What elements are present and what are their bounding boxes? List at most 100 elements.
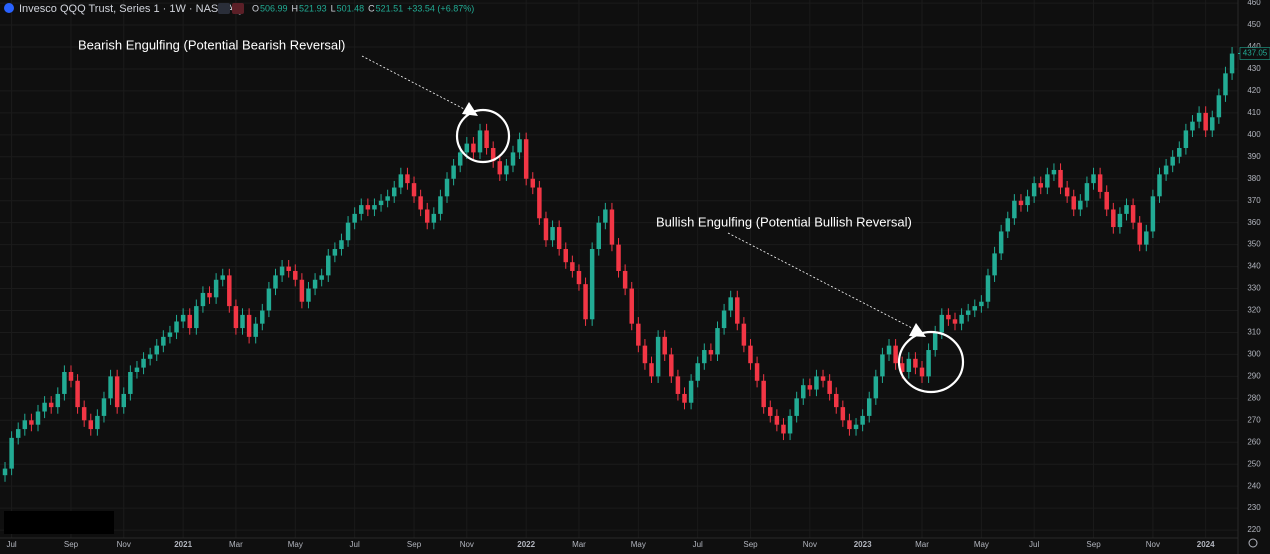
- candle-body: [1058, 169, 1063, 188]
- candle-body: [339, 240, 344, 250]
- y-tick-label: 450: [1247, 20, 1261, 29]
- candle-body: [932, 332, 938, 351]
- candle-body: [728, 297, 733, 311]
- candle-body: [253, 323, 258, 337]
- ohlc-value: 521.51: [376, 3, 404, 13]
- candle-body: [1216, 95, 1222, 118]
- candle-body: [1071, 196, 1076, 210]
- candle-body: [583, 284, 588, 320]
- candle-body: [622, 270, 628, 289]
- candle-body: [893, 345, 898, 364]
- y-tick-label: 440: [1247, 42, 1261, 51]
- watermark-box: [4, 511, 114, 534]
- candle-body: [504, 165, 509, 175]
- candle-body: [29, 420, 34, 425]
- candle-body: [213, 279, 219, 298]
- candle-body: [794, 398, 799, 416]
- y-tick-label: 280: [1247, 393, 1261, 402]
- flag-button[interactable]: [232, 3, 244, 14]
- y-tick-label: 250: [1247, 459, 1261, 468]
- y-tick-label: 290: [1247, 371, 1261, 380]
- candle-body: [913, 358, 918, 368]
- candle-body: [807, 385, 813, 390]
- ohlc-key: O: [252, 3, 259, 13]
- y-tick-label: 400: [1247, 130, 1261, 139]
- candle-body: [550, 227, 555, 241]
- y-tick-label: 310: [1247, 328, 1261, 337]
- candle-body: [391, 187, 397, 197]
- candle-body: [431, 213, 437, 223]
- candle-body: [378, 200, 384, 206]
- candle-body: [312, 279, 318, 289]
- y-tick-label: 460: [1247, 0, 1261, 7]
- candle-body: [873, 376, 879, 399]
- highlight-circle: [455, 108, 511, 164]
- candle-body: [101, 398, 107, 416]
- candle-body: [464, 143, 470, 153]
- candle-body: [444, 178, 450, 197]
- candle-body: [9, 437, 14, 469]
- candle-body: [1203, 112, 1208, 131]
- candle-body: [629, 288, 634, 324]
- y-tick-label: 350: [1247, 240, 1261, 249]
- candle-body: [187, 314, 192, 329]
- candle-body: [721, 310, 727, 329]
- settings-button[interactable]: [1248, 538, 1258, 548]
- candle-body: [1091, 174, 1096, 184]
- last-price-label: 437.05: [1243, 49, 1268, 58]
- candle-body: [246, 314, 252, 337]
- candle-body: [1223, 73, 1228, 96]
- candle-body: [457, 152, 463, 166]
- candle-body: [840, 407, 846, 421]
- candle-body: [543, 218, 549, 241]
- candle-body: [266, 288, 272, 311]
- candle-body: [787, 415, 793, 434]
- ohlc-key: H: [292, 3, 299, 13]
- candle-body: [781, 424, 786, 434]
- ohlc-key: L: [331, 3, 336, 13]
- candle-body: [1031, 183, 1037, 197]
- y-tick-label: 360: [1247, 218, 1261, 227]
- annotation-arrow: [727, 232, 913, 329]
- candle-body: [998, 231, 1004, 254]
- candle-body: [385, 196, 390, 201]
- candle-body: [847, 420, 852, 430]
- candle-body: [477, 130, 483, 153]
- candle-body: [576, 270, 582, 285]
- candle-body: [167, 332, 173, 337]
- x-tick-label: Jul: [350, 540, 360, 549]
- candle-body: [95, 415, 100, 430]
- last-price-tag: [1239, 47, 1270, 60]
- x-tick-label: 2023: [854, 540, 872, 549]
- candle-body: [589, 249, 595, 320]
- candle-body: [1005, 218, 1011, 232]
- candle-body: [207, 292, 212, 298]
- candle-body: [926, 350, 931, 377]
- x-tick-label: 2021: [174, 540, 192, 549]
- eye-button[interactable]: [218, 3, 230, 14]
- x-tick-label: Nov: [460, 540, 474, 549]
- y-tick-label: 220: [1247, 525, 1261, 534]
- x-tick-label: May: [631, 540, 646, 549]
- candle-body: [2, 468, 8, 476]
- candle-body: [1117, 213, 1123, 228]
- candle-body: [1150, 196, 1156, 232]
- candle-body: [15, 429, 21, 438]
- candle-body: [642, 345, 648, 364]
- candle-body: [233, 306, 239, 329]
- candle-body: [141, 358, 146, 368]
- y-tick-label: 420: [1247, 86, 1261, 95]
- x-tick-label: Sep: [64, 540, 79, 549]
- candle-body: [1038, 183, 1043, 188]
- y-tick-label: 330: [1247, 284, 1261, 293]
- candle-body: [688, 380, 694, 403]
- candle-body: [134, 367, 140, 372]
- candle-body: [866, 398, 872, 416]
- candle-body: [860, 415, 865, 425]
- candle-body: [1025, 196, 1030, 206]
- candle-body: [965, 310, 971, 315]
- candle-body: [1137, 222, 1142, 245]
- x-tick-label: Jul: [1029, 540, 1039, 549]
